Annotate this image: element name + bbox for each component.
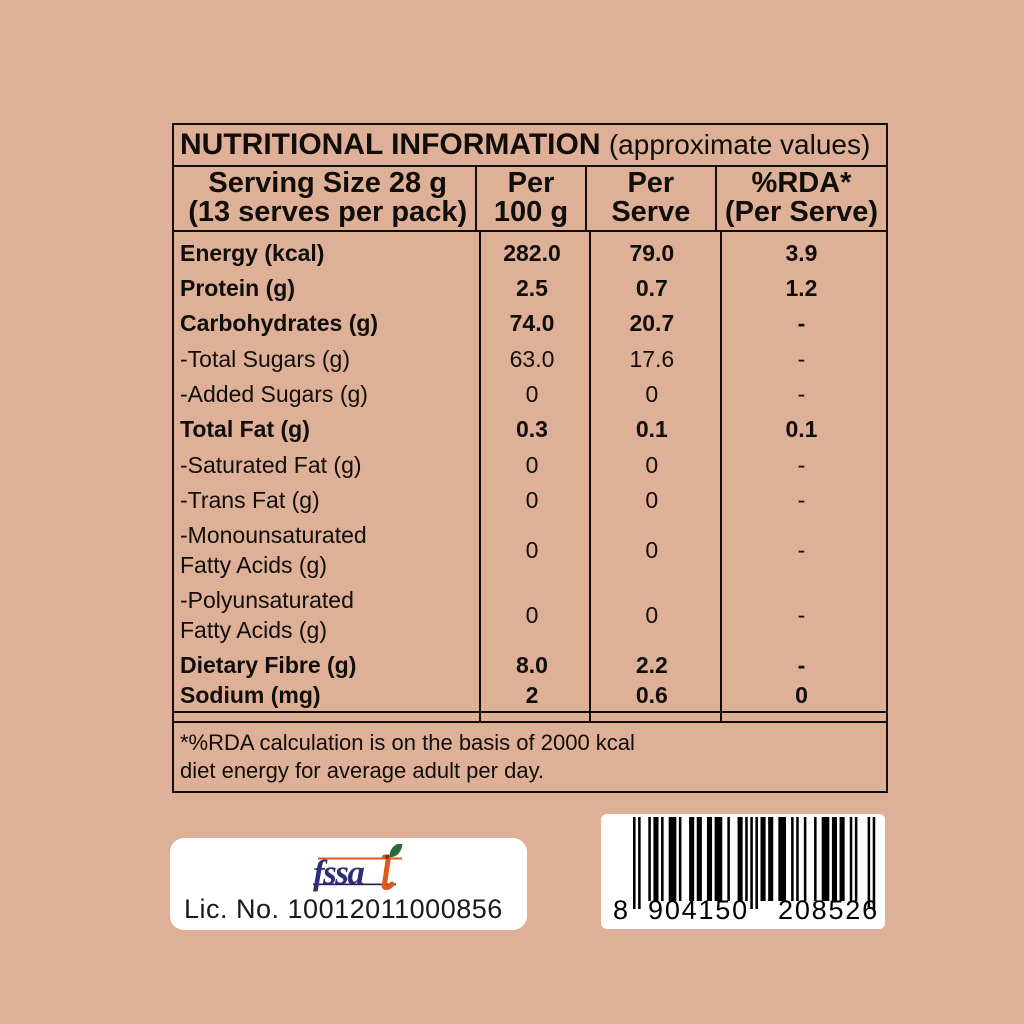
- svg-text:8: 8: [613, 895, 628, 925]
- svg-text:208526: 208526: [778, 895, 879, 925]
- svg-text:fssa: fssa: [313, 853, 364, 892]
- svg-text:904150: 904150: [648, 895, 749, 925]
